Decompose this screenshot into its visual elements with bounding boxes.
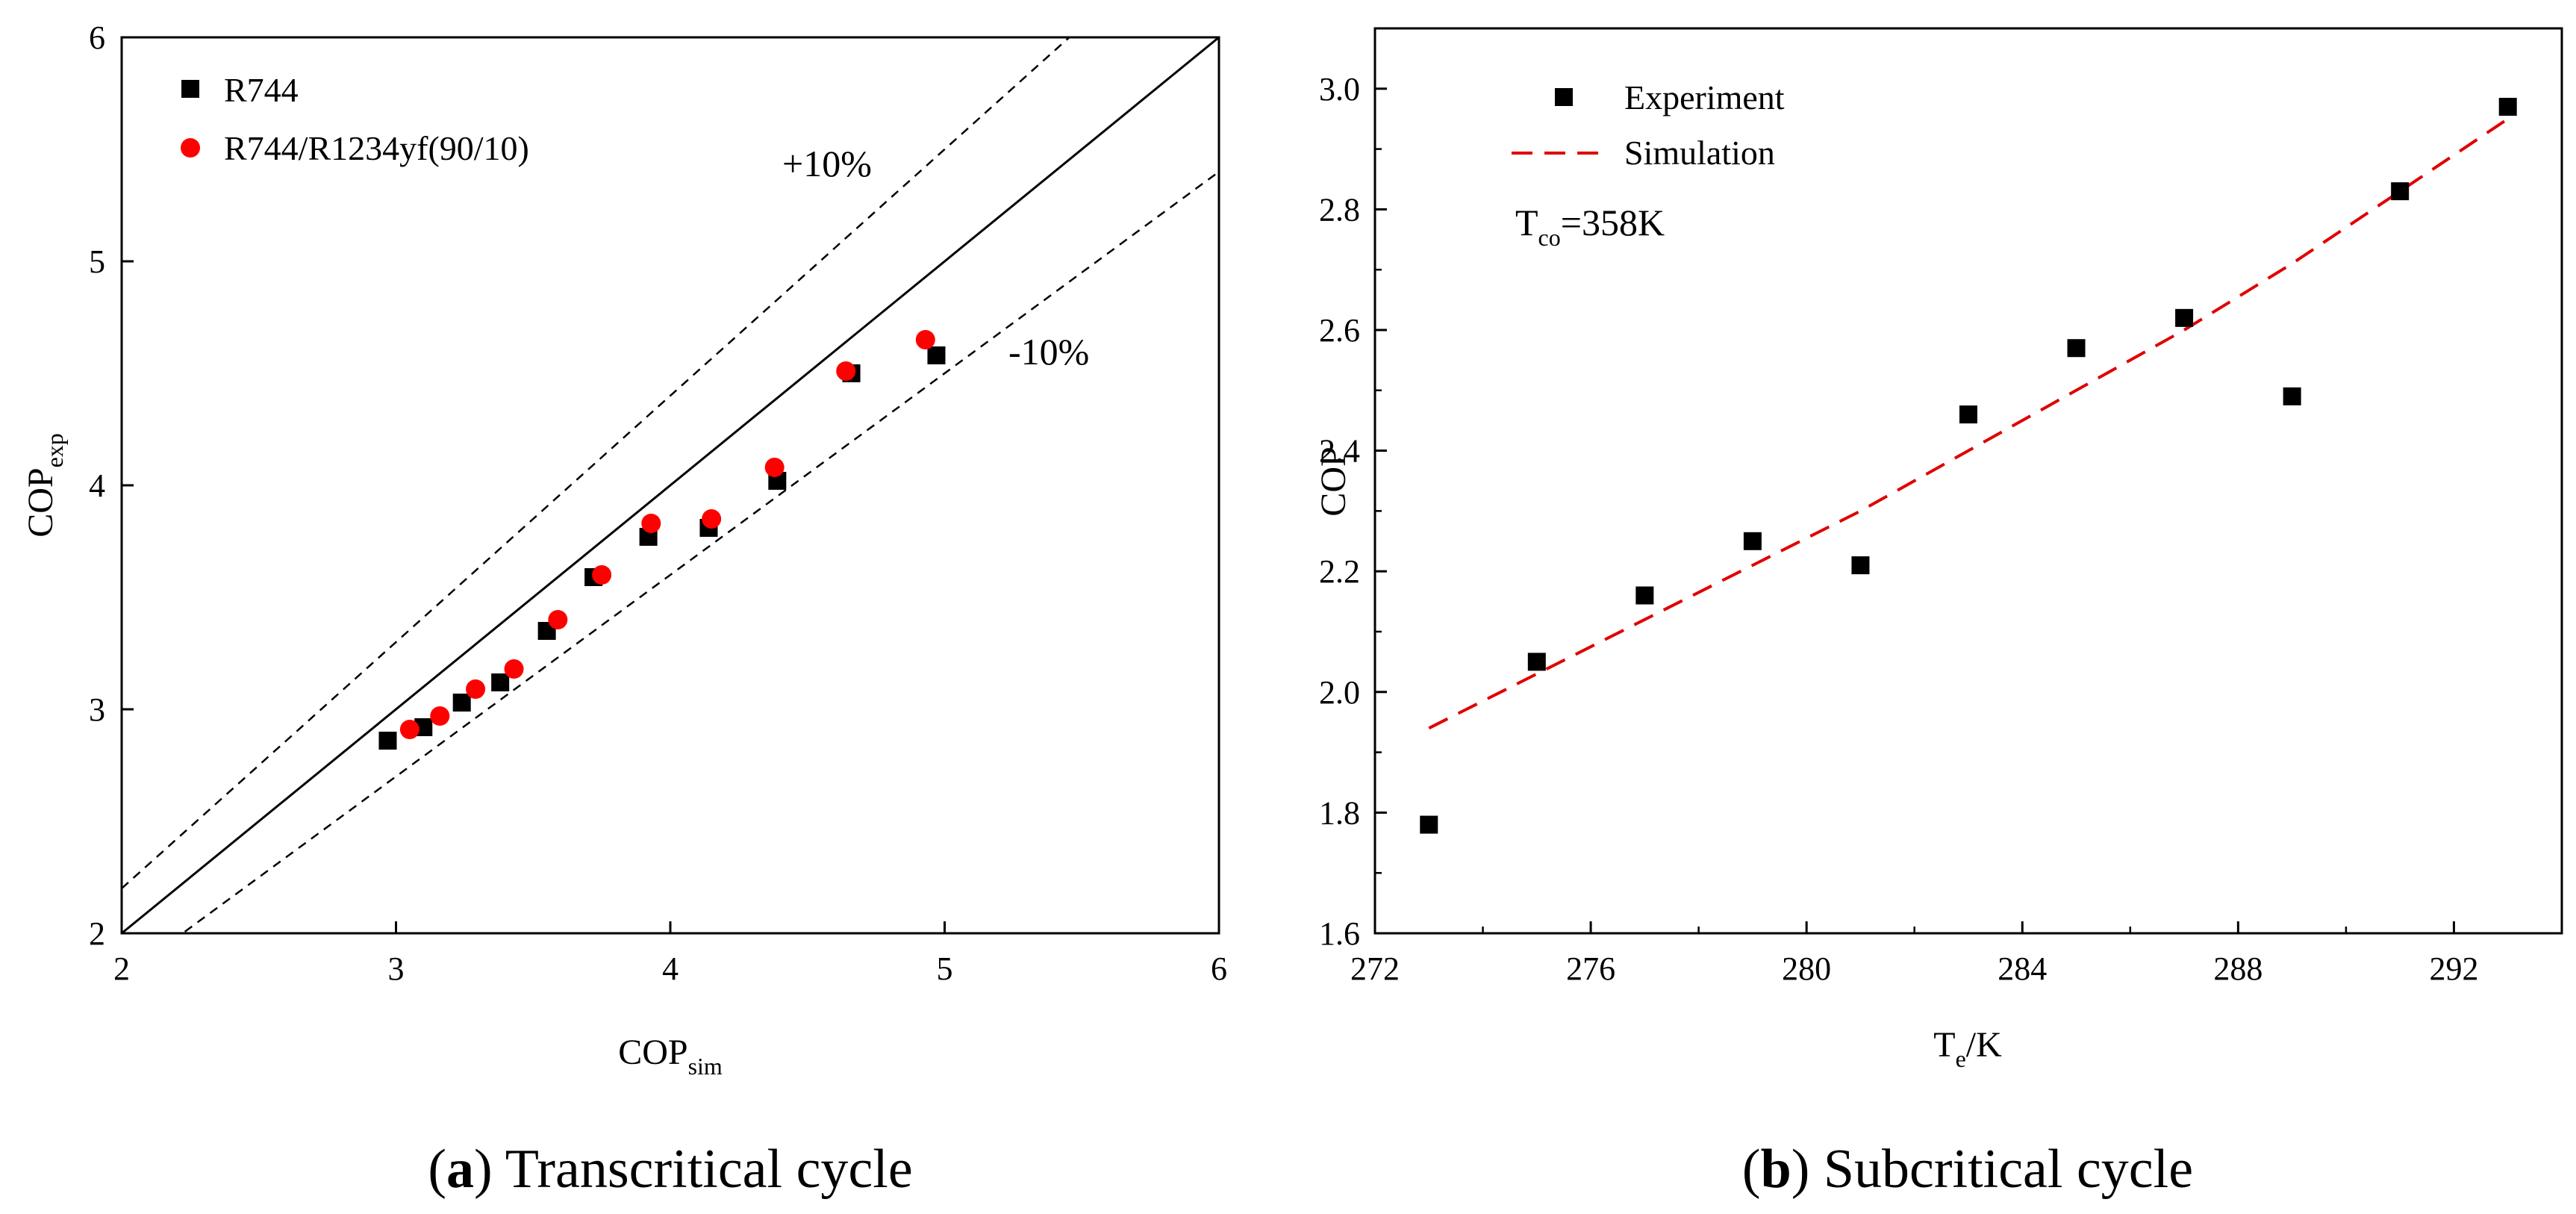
r744-point	[378, 732, 397, 750]
experiment-point	[1527, 653, 1546, 671]
chart-b-xlabel: Te/K	[1933, 1025, 2002, 1072]
experiment-point	[2283, 387, 2301, 405]
chart-b-annotation: Tco=358K	[1515, 202, 1665, 251]
y-tick-label: 2.0	[1319, 674, 1360, 711]
caption-a: (a) Transcritical cycle	[428, 1139, 912, 1200]
blend-point	[641, 514, 661, 533]
chart-b-marks	[1420, 98, 2517, 834]
y-tick-label: 1.8	[1319, 794, 1360, 831]
x-tick-label: 4	[662, 950, 679, 987]
y-tick-label: 3	[89, 691, 105, 728]
y-tick-label: 1.6	[1319, 915, 1360, 952]
experiment-point	[2175, 308, 2194, 327]
x-tick-label: 288	[2213, 950, 2262, 987]
y-tick-label: 5	[89, 243, 105, 280]
experiment-point	[2067, 339, 2086, 358]
blend-point	[430, 706, 450, 726]
y-tick-label: 4	[89, 467, 105, 504]
x-tick-label: 280	[1782, 950, 1831, 987]
reference-line-minus10	[181, 170, 1219, 933]
r744-point	[452, 694, 471, 712]
chart-a-legend: R744 R744/R1234yf(90/10)	[181, 71, 529, 167]
chart-a-ticks: 2 3 4 5 6 2 3 4 5 6	[89, 19, 1227, 987]
chart-a: 2 3 4 5 6 2 3 4 5 6 COPsim COPexp R744 R744/R1234…	[21, 19, 1227, 1200]
simulation-line	[1428, 117, 2509, 730]
chart-a-xlabel: COPsim	[618, 1033, 723, 1080]
experiment-point	[1851, 556, 1870, 575]
y-tick-label: 6	[89, 19, 105, 56]
legend-item-r744: R744	[224, 71, 299, 109]
chart-a-ylabel: COPexp	[21, 433, 68, 538]
y-tick-label: 3.0	[1319, 71, 1360, 108]
blend-point	[466, 679, 486, 699]
x-tick-label: 5	[937, 950, 953, 987]
experiment-point	[1959, 405, 1977, 424]
blend-point	[548, 610, 568, 629]
x-tick-label: 284	[1998, 950, 2047, 987]
chart-b-legend: Experiment Simulation	[1512, 78, 1785, 172]
x-tick-label: 3	[388, 950, 405, 987]
r744-point	[927, 346, 946, 364]
blend-point	[702, 509, 722, 529]
experiment-point	[1743, 532, 1762, 550]
chart-b-ylabel: COP	[1314, 446, 1353, 516]
legend-item-simulation: Simulation	[1624, 134, 1775, 172]
r744-point	[491, 673, 510, 691]
legend-item-experiment: Experiment	[1624, 78, 1785, 116]
chart-a-marks	[378, 330, 946, 750]
minus-10-label: -10%	[1008, 331, 1089, 373]
experiment-point	[1635, 586, 1654, 605]
legend-item-blend: R744/R1234yf(90/10)	[224, 129, 529, 167]
experiment-point	[1420, 815, 1438, 834]
blend-point	[399, 720, 420, 739]
experiment-point	[2498, 98, 2517, 116]
legend-circle-icon	[181, 138, 200, 158]
reference-line-plus10	[122, 37, 1071, 889]
x-tick-label: 272	[1350, 950, 1400, 987]
y-tick-label: 2	[89, 915, 105, 952]
plus-10-label: +10%	[782, 143, 872, 184]
blend-point	[764, 458, 785, 477]
reference-line-identity	[122, 37, 1219, 933]
caption-b: (b) Subcritical cycle	[1742, 1139, 2193, 1200]
chart-b-lines	[1428, 117, 2509, 730]
y-tick-label: 2.2	[1319, 553, 1360, 590]
x-tick-label: 292	[2429, 950, 2478, 987]
x-tick-label: 6	[1211, 950, 1227, 987]
x-tick-label: 276	[1566, 950, 1615, 987]
y-tick-label: 2.4	[1319, 433, 1360, 470]
chart-b-ticks: 272 276 280 284 288 292 1.6 1.8 2.0 2.2 2.4 2.6 2.8 3…	[1319, 71, 2478, 987]
chart-b-frame	[1373, 27, 2563, 935]
x-tick-label: 2	[113, 950, 130, 987]
legend-square-icon	[1555, 88, 1573, 106]
blend-point	[915, 330, 935, 349]
blend-point	[504, 659, 524, 679]
y-tick-label: 2.6	[1319, 312, 1360, 349]
chart-b: 272 276 280 284 288 292 1.6 1.8 2.0 2.2 2.4 2.6 2.8 3…	[1314, 27, 2563, 1200]
blend-point	[836, 361, 856, 381]
y-tick-label: 2.8	[1319, 191, 1360, 228]
blend-point	[592, 565, 612, 585]
legend-square-icon	[181, 80, 199, 98]
experiment-point	[2391, 182, 2410, 201]
chart-a-reference-lines	[122, 37, 1219, 933]
